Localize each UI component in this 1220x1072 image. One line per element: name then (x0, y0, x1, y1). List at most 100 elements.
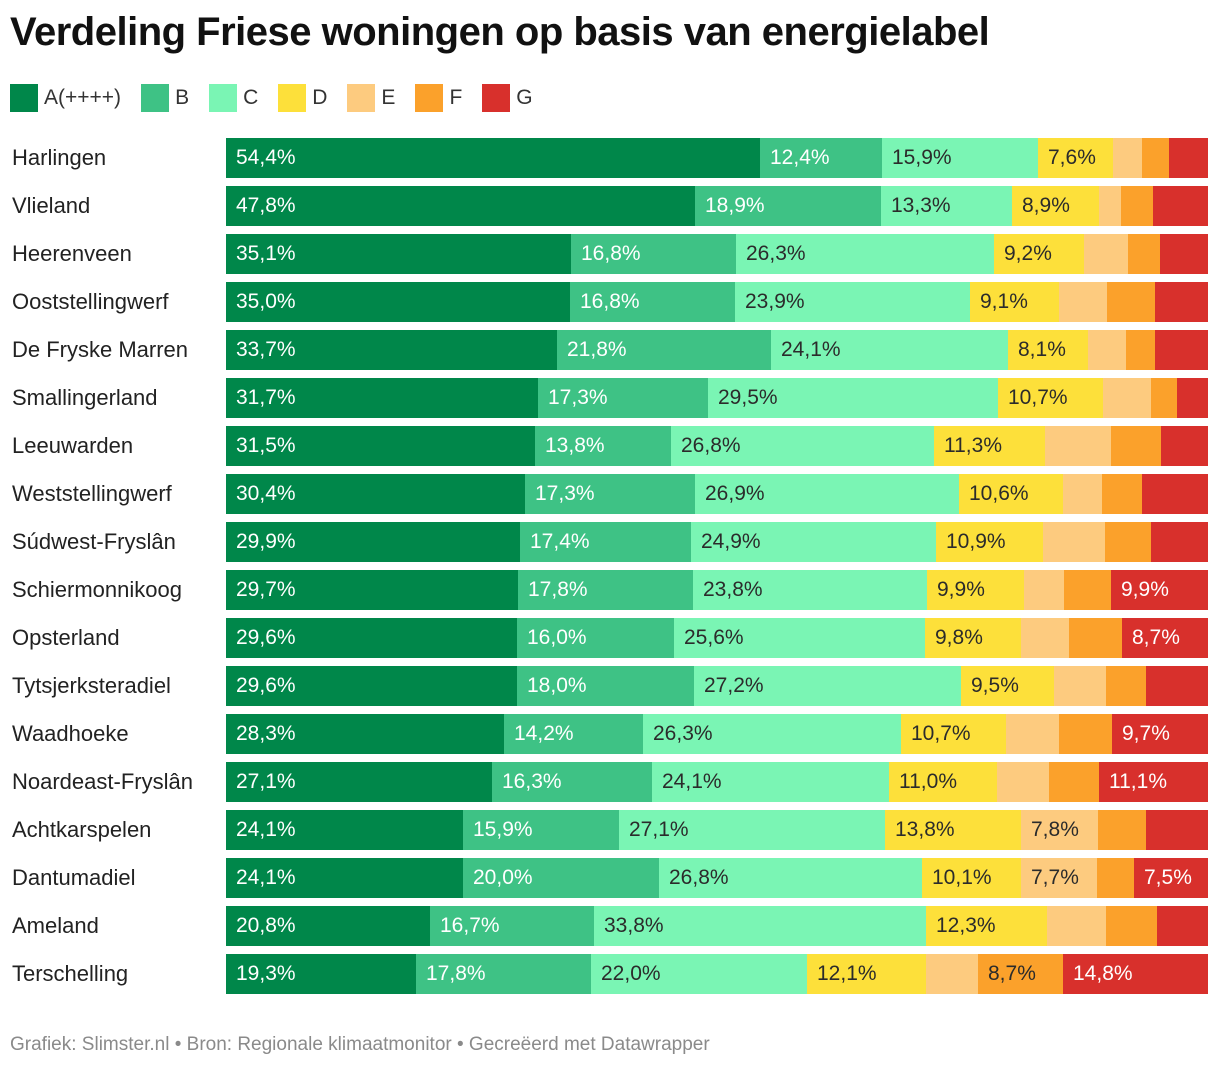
data-label: 24,1% (236, 866, 296, 889)
category-label: Smallingerland (12, 385, 158, 410)
data-label: 24,1% (781, 338, 841, 361)
bar-segment (1088, 330, 1126, 370)
data-label: 9,5% (971, 674, 1019, 697)
bar-segment: 18,9% (695, 186, 881, 226)
data-label: 29,6% (236, 626, 296, 649)
bar-segment: 16,8% (570, 282, 735, 322)
bar-segment: 23,9% (735, 282, 970, 322)
bar-segment (1151, 522, 1208, 562)
data-label: 16,7% (440, 914, 500, 937)
bar-row: Terschelling 19,3% 17,8% 22,0% 12,1% 8,7% 14,8… (0, 954, 1220, 994)
stacked-bar: 20,8% 16,7% 33,8% 12,3% (226, 906, 1208, 946)
category-label: De Fryske Marren (12, 337, 189, 362)
data-label: 15,9% (473, 818, 533, 841)
bar-segment (1128, 234, 1160, 274)
data-label: 30,4% (236, 482, 296, 505)
data-label: 13,8% (895, 818, 955, 841)
chart-title: Verdeling Friese woningen op basis van e… (10, 10, 990, 54)
bar-segment (1106, 906, 1157, 946)
bar-segment: 29,7% (226, 570, 518, 610)
bar-segment: 11,1% (1099, 762, 1208, 802)
data-label: 12,4% (770, 146, 830, 169)
bar-segment: 16,3% (492, 762, 652, 802)
bar-segment: 31,5% (226, 426, 535, 466)
bar-segment: 16,7% (430, 906, 594, 946)
stacked-bar: 24,1% 15,9% 27,1% 13,8% 7,8% (226, 810, 1208, 850)
bar-segment (1160, 234, 1208, 274)
bar-segment (1043, 522, 1105, 562)
data-label: 10,9% (946, 530, 1006, 553)
bar-segment: 24,1% (652, 762, 889, 802)
category-label: Opsterland (12, 625, 120, 650)
bar-segment (1097, 858, 1134, 898)
data-label: 10,1% (932, 866, 992, 889)
data-label: 12,1% (817, 962, 877, 985)
bar-segment (1045, 426, 1111, 466)
bar-segment: 31,7% (226, 378, 538, 418)
data-label: 14,2% (514, 722, 574, 745)
bar-segment: 24,1% (771, 330, 1008, 370)
bar-segment: 26,8% (671, 426, 934, 466)
category-label: Weststellingwerf (12, 481, 172, 506)
stacked-bar: 31,7% 17,3% 29,5% 10,7% (226, 378, 1208, 418)
data-label: 10,7% (911, 722, 971, 745)
legend-item: A(++++) (10, 84, 121, 112)
bar-segment: 17,3% (525, 474, 695, 514)
data-label: 29,5% (718, 386, 778, 409)
legend-label: F (449, 86, 463, 109)
bar-segment: 26,9% (695, 474, 959, 514)
data-label: 26,3% (653, 722, 713, 745)
legend-label: B (175, 86, 190, 109)
bar-segment (1169, 138, 1208, 178)
bar-segment (926, 954, 978, 994)
bar-row: Noardeast-Fryslân 27,1% 16,3% 24,1% 11,0% 11,… (0, 762, 1220, 802)
stacked-bar: 54,4% 12,4% 15,9% 7,6% (226, 138, 1208, 178)
bar-row: Leeuwarden 31,5% 13,8% 26,8% 11,3% (0, 426, 1220, 466)
legend-swatch (141, 84, 170, 112)
bar-row: De Fryske Marren 33,7% 21,8% 24,1% 8,1% (0, 330, 1220, 370)
bar-segment: 10,1% (922, 858, 1021, 898)
data-label: 9,9% (937, 578, 985, 601)
category-label: Leeuwarden (12, 433, 134, 458)
data-label: 7,6% (1048, 146, 1096, 169)
bar-segment: 20,0% (463, 858, 659, 898)
bar-segment: 17,8% (518, 570, 693, 610)
data-label: 12,3% (936, 914, 996, 937)
data-label: 29,7% (236, 578, 296, 601)
bar-segment: 9,5% (961, 666, 1054, 706)
data-label: 27,1% (629, 818, 689, 841)
data-label: 17,4% (530, 530, 590, 553)
legend-item: G (482, 84, 533, 112)
legend-label: D (312, 86, 328, 109)
chart-footer: Grafiek: Slimster.nl • Bron: Regionale k… (10, 1034, 710, 1055)
legend-label: G (516, 86, 533, 109)
data-label: 16,0% (527, 626, 587, 649)
bar-segment: 8,1% (1008, 330, 1088, 370)
bar-segment: 7,5% (1134, 858, 1208, 898)
bar-segment: 35,1% (226, 234, 571, 274)
data-label: 10,7% (1008, 386, 1068, 409)
stacked-bar: 29,6% 16,0% 25,6% 9,8% 8,7% (226, 618, 1208, 658)
data-label: 8,7% (988, 962, 1036, 985)
data-label: 16,8% (580, 290, 640, 313)
bar-row: Smallingerland 31,7% 17,3% 29,5% 10,7% (0, 378, 1220, 418)
bar-row: Weststellingwerf 30,4% 17,3% 26,9% 10,6% (0, 474, 1220, 514)
data-label: 31,5% (236, 434, 296, 457)
legend-swatch (482, 84, 511, 112)
bar-segment: 22,0% (591, 954, 807, 994)
data-label: 8,9% (1022, 194, 1070, 217)
bar-segment: 54,4% (226, 138, 760, 178)
bar-segment (1177, 378, 1208, 418)
bar-segment (1126, 330, 1155, 370)
stacked-bar: 28,3% 14,2% 26,3% 10,7% 9,7% (226, 714, 1208, 754)
data-label: 8,1% (1018, 338, 1066, 361)
data-label: 27,1% (236, 770, 296, 793)
stacked-bar: 31,5% 13,8% 26,8% 11,3% (226, 426, 1208, 466)
data-label: 17,8% (426, 962, 486, 985)
bar-row: Waadhoeke 28,3% 14,2% 26,3% 10,7% 9,7% (0, 714, 1220, 754)
bar-segment: 9,2% (994, 234, 1084, 274)
bar-segment: 30,4% (226, 474, 525, 514)
bar-row: Dantumadiel 24,1% 20,0% 26,8% 10,1% 7,7% 7,5% (0, 858, 1220, 898)
bar-segment: 17,4% (520, 522, 691, 562)
bar-segment (1106, 666, 1146, 706)
